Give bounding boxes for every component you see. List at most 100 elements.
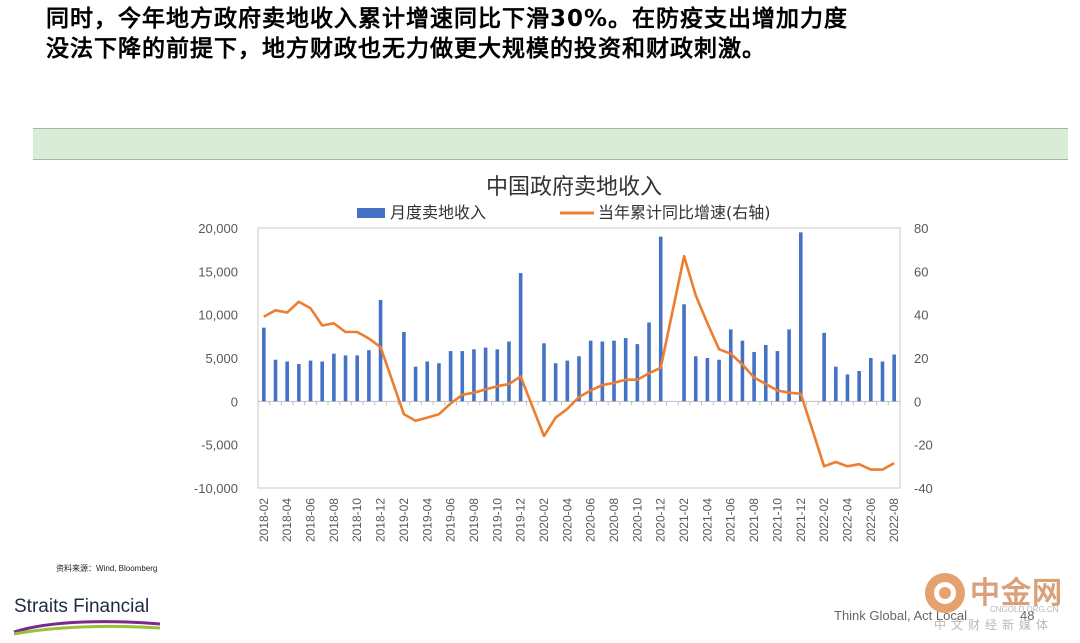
x-axis-tick-label: 2018-04 [280,498,294,542]
x-axis-tick-label: 2018-02 [257,498,271,542]
x-axis-tick-label: 2021-10 [770,498,784,542]
bar [682,304,686,402]
left-axis-tick-label: 10,000 [198,308,238,323]
x-axis-tick-label: 2019-10 [490,498,504,542]
bar [588,340,593,402]
right-axis-tick-label: 0 [914,394,921,409]
bar [518,273,523,402]
legend-bar-swatch [357,208,385,218]
bar [880,361,885,402]
bar [402,332,406,402]
bar [600,341,605,402]
legend-bar-label: 月度卖地收入 [390,203,486,222]
bar [845,374,850,402]
bar [693,356,698,402]
x-axis-tick-label: 2021-04 [700,498,714,542]
bar [308,360,313,402]
watermark-logo-icon [925,573,965,613]
bar [623,338,628,402]
left-axis-tick-label: 20,000 [198,221,238,236]
bar [320,361,324,402]
bar [343,355,348,402]
bar [869,358,873,402]
footer-tagline: Think Global, Act Local [834,608,967,623]
watermark-name: 中金网 [970,576,1063,611]
bar [542,343,546,402]
bar [565,360,570,402]
bar [425,361,430,402]
x-axis-tick-label: 2020-06 [584,498,598,542]
plot-border [257,227,901,489]
page-number: 48 [1020,608,1035,623]
bar [495,349,500,402]
source-note: 资料来源：Wind, Bloomberg [56,564,158,573]
x-axis-tick-label: 2018-08 [327,498,341,542]
legend-line-label: 当年累计同比增速(右轴) [598,203,771,222]
bar [822,332,826,402]
x-axis-tick-label: 2022-04 [840,498,854,542]
bar [472,349,476,402]
right-axis-tick-label: -20 [914,438,933,453]
left-axis-tick-label: 15,000 [198,264,238,279]
bar [437,363,441,402]
left-axis-tick-label: 5,000 [205,351,238,366]
bar [577,356,581,402]
chart-title: 中国政府卖地收入 [486,175,662,200]
watermark-url: CNGOLD.ORG.CN [990,605,1059,614]
bar [285,361,289,402]
x-axis-tick-label: 2020-10 [630,498,644,542]
bar [262,327,266,402]
watermark: 中金网 CNGOLD.ORG.CN 中文财经新媒体 [920,566,1075,636]
x-axis-tick-label: 2019-02 [397,498,411,542]
right-axis-tick-label: 20 [914,351,928,366]
x-axis-tick-label: 2022-02 [817,498,831,542]
bar [798,232,803,402]
headline-line-1: 同时，今年地方政府卖地收入累计增速同比下滑30%。在防疫支出增加力度 [46,6,849,32]
x-axis-tick-label: 2021-02 [677,498,691,542]
bar [553,363,558,402]
bar [728,329,733,402]
bar [635,344,640,402]
x-axis-tick-label: 2022-06 [864,498,878,542]
green-band [33,128,1068,160]
logo-swoosh-icon [13,620,161,636]
bar [297,364,301,402]
x-axis-tick-label: 2020-08 [607,498,621,542]
x-axis-tick-label: 2019-12 [514,498,528,542]
x-axis-tick-label: 2021-06 [724,498,738,542]
x-axis-tick-label: 2018-12 [374,498,388,542]
left-axis-tick-label: -5,000 [201,438,238,453]
x-axis-tick-label: 2021-12 [794,498,808,542]
bar [740,340,745,402]
right-axis-tick-label: 60 [914,264,928,279]
bar [332,353,336,402]
bar [273,359,278,402]
bar [775,351,780,402]
bar [483,347,488,402]
x-axis-tick-label: 2020-04 [560,498,574,542]
bar [658,236,663,402]
bar [355,355,360,402]
left-axis-tick-label: 0 [231,394,238,409]
x-axis-tick-label: 2020-12 [654,498,668,542]
bar [647,322,651,402]
headline: 同时，今年地方政府卖地收入累计增速同比下滑30%。在防疫支出增加力度 没法下降的… [46,4,1056,64]
right-axis-tick-label: 40 [914,308,928,323]
x-axis-tick-label: 2018-06 [304,498,318,542]
bar [448,351,453,402]
x-axis-tick-label: 2021-08 [747,498,761,542]
x-axis-tick-label: 2019-08 [467,498,481,542]
bar [857,371,861,402]
bar [787,329,791,402]
bar [763,345,768,402]
x-axis-tick-label: 2018-10 [350,498,364,542]
headline-line-2: 没法下降的前提下，地方财政也无力做更大规模的投资和财政刺激。 [46,36,766,62]
company-logo-text: Straits Financial [14,596,150,617]
chart-container: 中国政府卖地收入 月度卖地收入 当年累计同比增速(右轴) -10,000 -5,000 0… [0,160,1080,580]
x-axis-tick-label: 2019-06 [444,498,458,542]
bar [705,358,710,402]
bar [460,351,465,402]
bar [834,366,838,402]
x-axis-tick-label: 2022-08 [887,498,901,542]
